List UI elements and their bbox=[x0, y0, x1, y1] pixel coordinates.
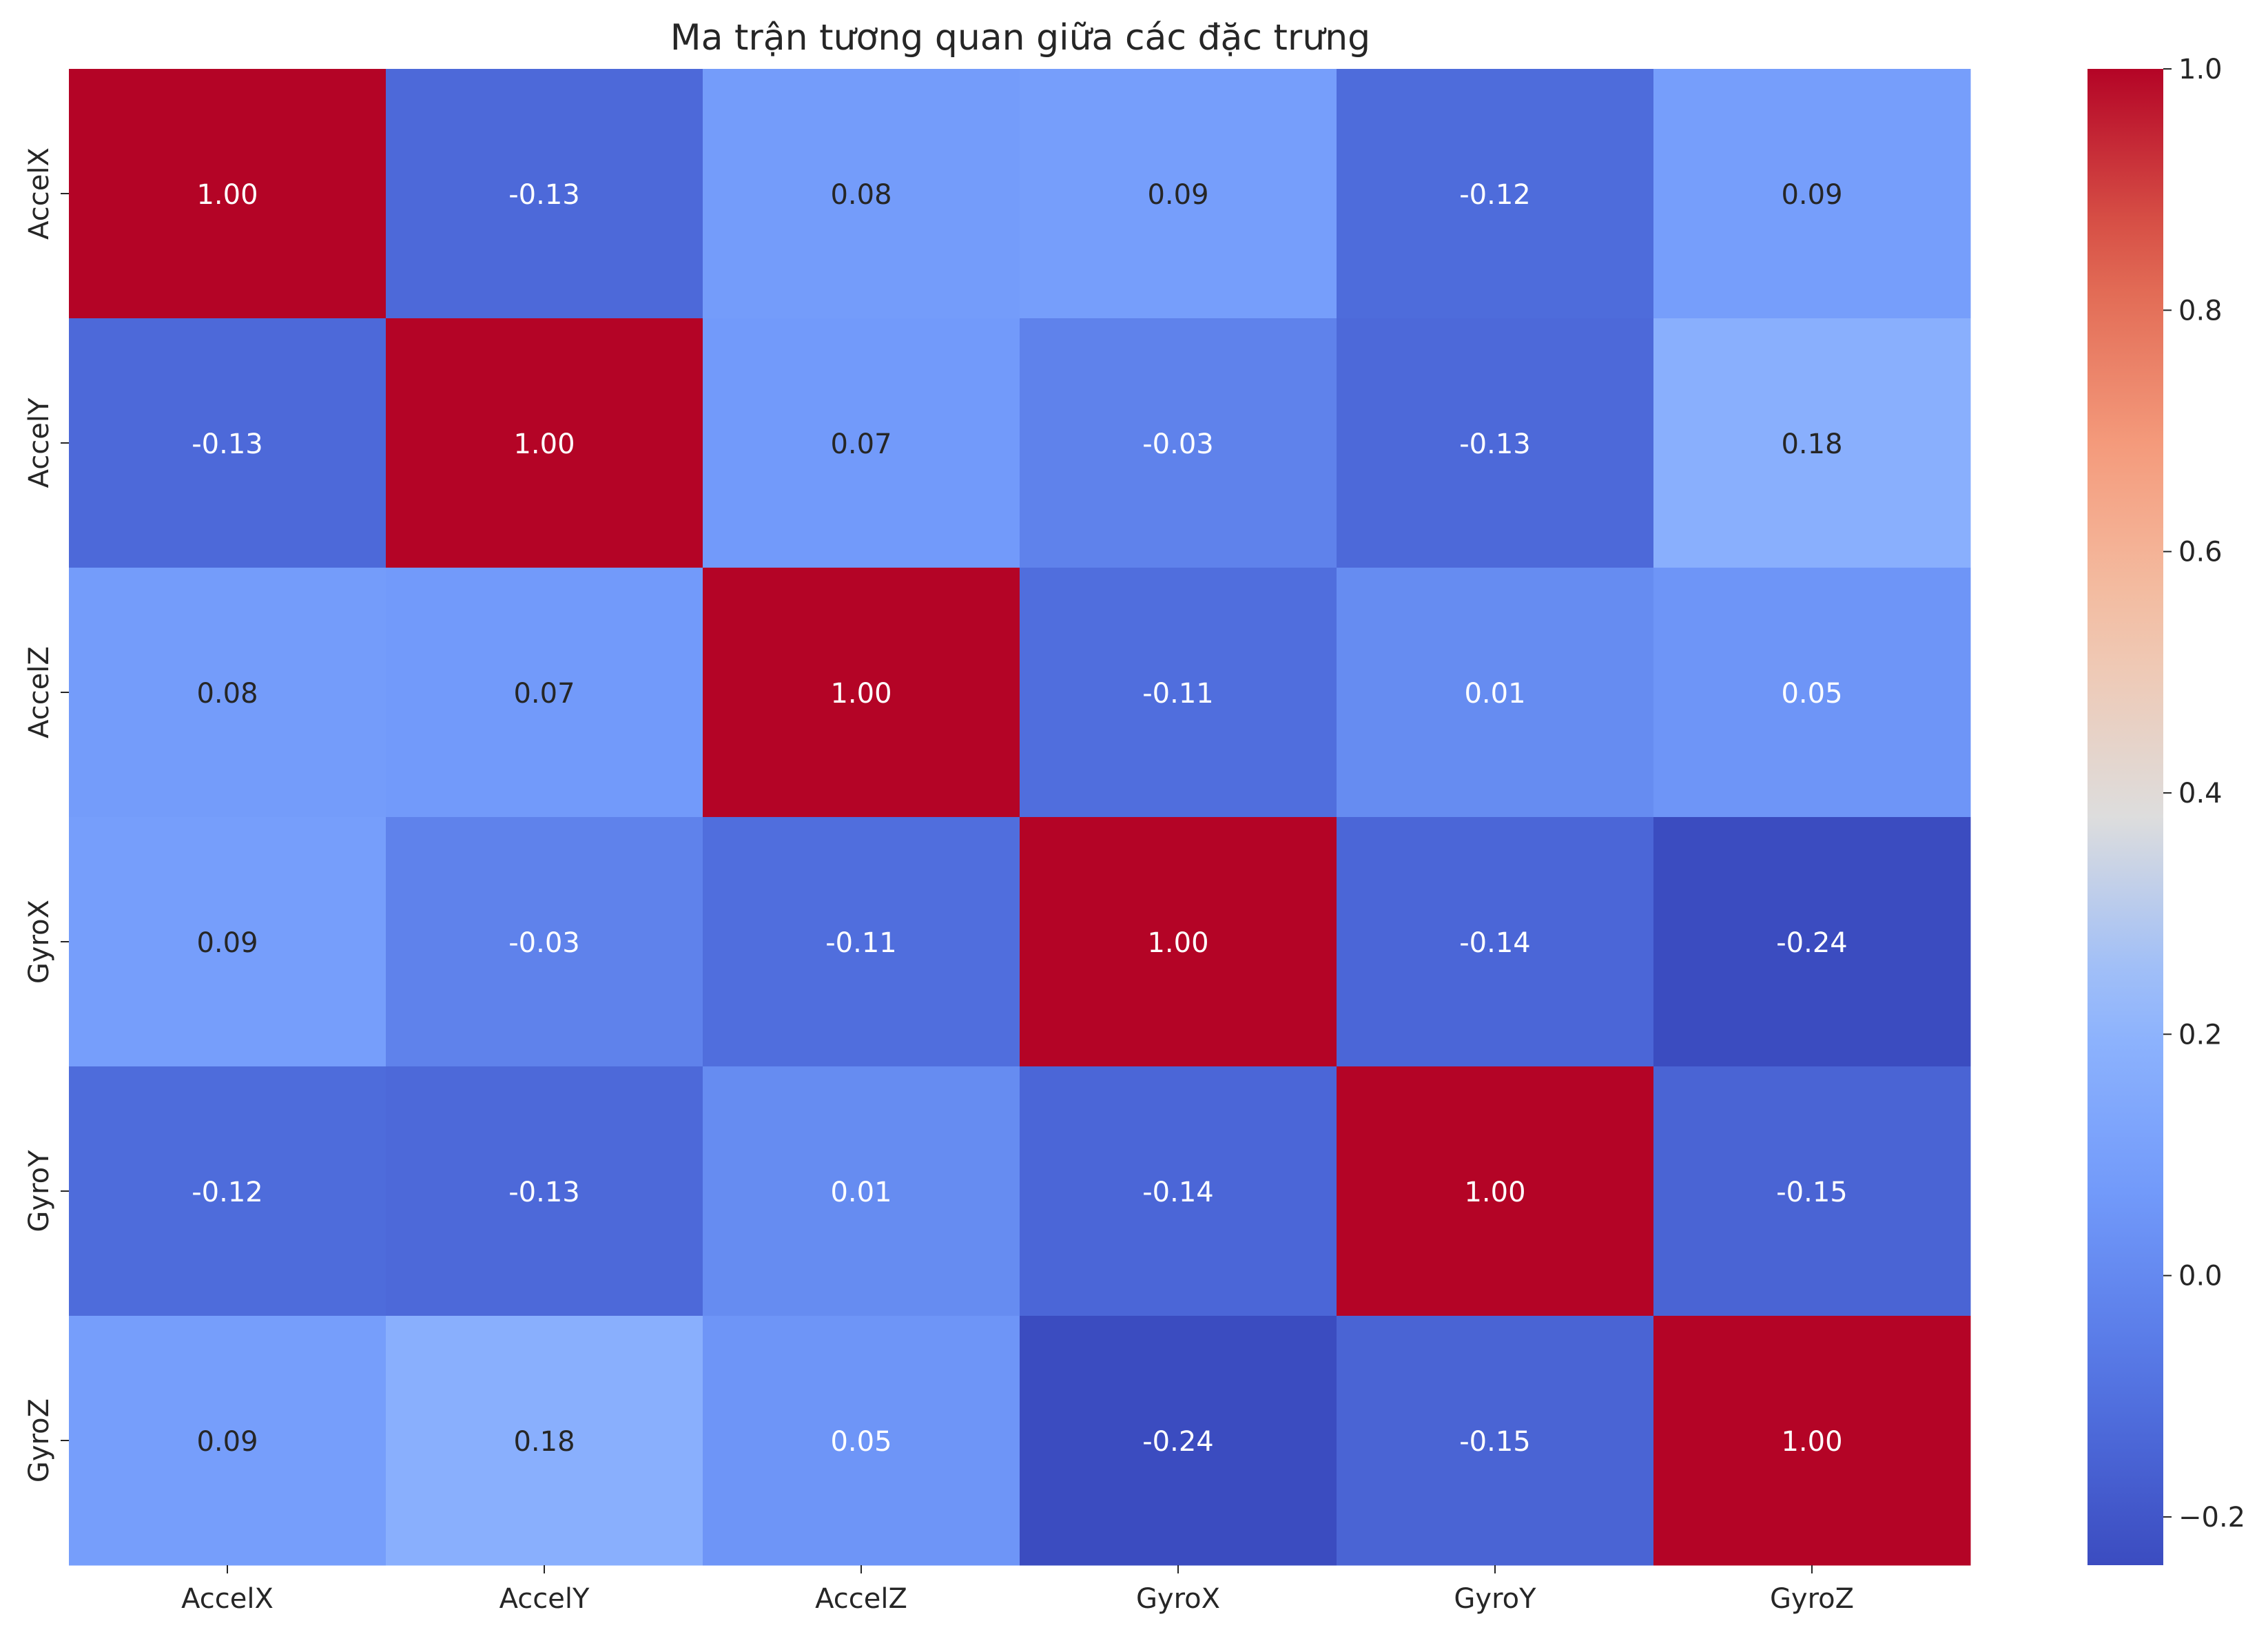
heatmap-cell-AccelX-GyroY bbox=[1337, 69, 1654, 319]
heatmap-cell-GyroZ-AccelY bbox=[386, 1316, 703, 1566]
cell-value-label: 1.00 bbox=[196, 179, 258, 211]
heatmap-cell-GyroZ-GyroZ bbox=[1653, 1316, 1971, 1566]
heatmap-cell-GyroY-AccelY bbox=[386, 1066, 703, 1316]
heatmap-cell-AccelX-AccelZ bbox=[703, 69, 1020, 319]
cell-value-label: 0.18 bbox=[513, 1426, 575, 1458]
cell-value-label: -0.11 bbox=[1142, 678, 1214, 710]
y-tick-label: GyroZ bbox=[23, 1398, 55, 1483]
cell-value-label: 1.00 bbox=[830, 678, 891, 710]
cell-value-label: 1.00 bbox=[1147, 927, 1208, 959]
heatmap-cell-GyroX-GyroZ bbox=[1653, 817, 1971, 1067]
heatmap-cell-GyroZ-GyroX bbox=[1020, 1316, 1337, 1566]
x-tick-label: GyroZ bbox=[1770, 1583, 1854, 1615]
x-tick-label: GyroX bbox=[1136, 1583, 1220, 1615]
colorbar-tick-label: 0.8 bbox=[2178, 295, 2223, 327]
cell-value-label: -0.12 bbox=[192, 1177, 263, 1208]
chart-title: Ma trận tương quan giữa các đặc trưng bbox=[670, 17, 1370, 59]
cell-value-label: -0.13 bbox=[508, 179, 580, 211]
cell-value-label: 1.00 bbox=[1781, 1426, 1842, 1458]
heatmap-cell-labels: 1.00 -0.13 0.08 0.09 -0.12 0.09 -0.13 1.00 0.07 -… bbox=[192, 179, 1848, 1458]
y-tick-label: AccelY bbox=[23, 397, 55, 488]
cell-value-label: 0.05 bbox=[830, 1426, 891, 1458]
cell-value-label: -0.14 bbox=[1459, 927, 1531, 959]
cell-value-label: -0.24 bbox=[1776, 927, 1848, 959]
heatmap-cell-GyroX-GyroY bbox=[1337, 817, 1654, 1067]
x-axis: AccelX AccelY AccelZ GyroX GyroY GyroZ bbox=[181, 1565, 1854, 1615]
cell-value-label: 0.08 bbox=[830, 179, 891, 211]
heatmap-cell-AccelZ-GyroZ bbox=[1653, 568, 1971, 818]
x-tick-label: AccelX bbox=[181, 1583, 274, 1615]
cell-value-label: -0.03 bbox=[1142, 428, 1214, 460]
heatmap-cell-GyroY-AccelZ bbox=[703, 1066, 1020, 1316]
x-tick-label: AccelY bbox=[499, 1583, 590, 1615]
heatmap-cell-GyroX-AccelY bbox=[386, 817, 703, 1067]
cell-value-label: -0.12 bbox=[1459, 179, 1531, 211]
heatmap-cell-GyroX-AccelZ bbox=[703, 817, 1020, 1067]
heatmap-cell-GyroY-GyroZ bbox=[1653, 1066, 1971, 1316]
cell-value-label: -0.15 bbox=[1776, 1177, 1848, 1208]
cell-value-label: 0.09 bbox=[1147, 179, 1208, 211]
cell-value-label: 0.07 bbox=[513, 678, 575, 710]
x-tick-label: GyroY bbox=[1454, 1583, 1536, 1615]
cell-value-label: -0.13 bbox=[1459, 428, 1531, 460]
heatmap-cell-AccelX-AccelX bbox=[69, 69, 386, 319]
y-tick-label: AccelX bbox=[23, 147, 55, 240]
y-tick-label: AccelZ bbox=[23, 646, 55, 738]
heatmap-cell-AccelY-AccelX bbox=[69, 318, 386, 568]
cell-value-label: 0.09 bbox=[196, 1426, 258, 1458]
heatmap-cell-GyroZ-GyroY bbox=[1337, 1316, 1654, 1566]
heatmap-cell-GyroZ-AccelZ bbox=[703, 1316, 1020, 1566]
cell-value-label: 0.09 bbox=[1781, 179, 1842, 211]
y-tick-label: GyroX bbox=[23, 900, 55, 984]
cell-value-label: 0.01 bbox=[830, 1177, 891, 1208]
heatmap-cell-AccelZ-GyroX bbox=[1020, 568, 1337, 818]
cell-value-label: 1.00 bbox=[513, 428, 575, 460]
heatmap-cell-AccelZ-AccelX bbox=[69, 568, 386, 818]
cell-value-label: 0.18 bbox=[1781, 428, 1842, 460]
colorbar-tick-label: 0.6 bbox=[2178, 537, 2223, 568]
colorbar-tick-label: 1.0 bbox=[2178, 54, 2223, 85]
cell-value-label: 0.01 bbox=[1464, 678, 1525, 710]
heatmap-cell-AccelX-AccelY bbox=[386, 69, 703, 319]
cell-value-label: -0.14 bbox=[1142, 1177, 1214, 1208]
heatmap-cell-AccelZ-AccelZ bbox=[703, 568, 1020, 818]
heatmap-cell-AccelY-AccelZ bbox=[703, 318, 1020, 568]
y-tick-label: GyroY bbox=[23, 1150, 55, 1232]
cell-value-label: 0.08 bbox=[196, 678, 258, 710]
heatmap-cell-GyroX-GyroX bbox=[1020, 817, 1337, 1067]
colorbar-tick-label: 0.4 bbox=[2178, 778, 2223, 809]
heatmap-cell-GyroY-GyroX bbox=[1020, 1066, 1337, 1316]
colorbar: −0.2 0.0 0.2 0.4 0.6 0.8 1.0 bbox=[2087, 54, 2245, 1565]
cell-value-label: 1.00 bbox=[1464, 1177, 1525, 1208]
colorbar-gradient bbox=[2087, 69, 2163, 1565]
colorbar-tick-label: 0.2 bbox=[2178, 1019, 2223, 1051]
heatmap-cells bbox=[69, 69, 1971, 1566]
cell-value-label: -0.24 bbox=[1142, 1426, 1214, 1458]
heatmap-cell-GyroY-GyroY bbox=[1337, 1066, 1654, 1316]
heatmap-cell-AccelX-GyroX bbox=[1020, 69, 1337, 319]
cell-value-label: -0.13 bbox=[508, 1177, 580, 1208]
heatmap-cell-AccelY-AccelY bbox=[386, 318, 703, 568]
cell-value-label: 0.09 bbox=[196, 927, 258, 959]
heatmap-cell-AccelY-GyroX bbox=[1020, 318, 1337, 568]
heatmap-cell-AccelY-GyroZ bbox=[1653, 318, 1971, 568]
cell-value-label: -0.13 bbox=[192, 428, 263, 460]
cell-value-label: 0.07 bbox=[830, 428, 891, 460]
colorbar-tick-label: −0.2 bbox=[2178, 1502, 2245, 1533]
heatmap-cell-GyroZ-AccelX bbox=[69, 1316, 386, 1566]
heatmap-cell-AccelY-GyroY bbox=[1337, 318, 1654, 568]
cell-value-label: -0.11 bbox=[825, 927, 897, 959]
cell-value-label: -0.15 bbox=[1459, 1426, 1531, 1458]
cell-value-label: -0.03 bbox=[508, 927, 580, 959]
x-tick-label: AccelZ bbox=[815, 1583, 907, 1615]
heatmap-cell-AccelX-GyroZ bbox=[1653, 69, 1971, 319]
heatmap-cell-AccelZ-GyroY bbox=[1337, 568, 1654, 818]
y-axis: AccelX AccelY AccelZ GyroX GyroY GyroZ bbox=[23, 147, 69, 1483]
cell-value-label: 0.05 bbox=[1781, 678, 1842, 710]
heatmap-cell-AccelZ-AccelY bbox=[386, 568, 703, 818]
heatmap-cell-GyroX-AccelX bbox=[69, 817, 386, 1067]
heatmap-cell-GyroY-AccelX bbox=[69, 1066, 386, 1316]
colorbar-tick-label: 0.0 bbox=[2178, 1261, 2223, 1292]
